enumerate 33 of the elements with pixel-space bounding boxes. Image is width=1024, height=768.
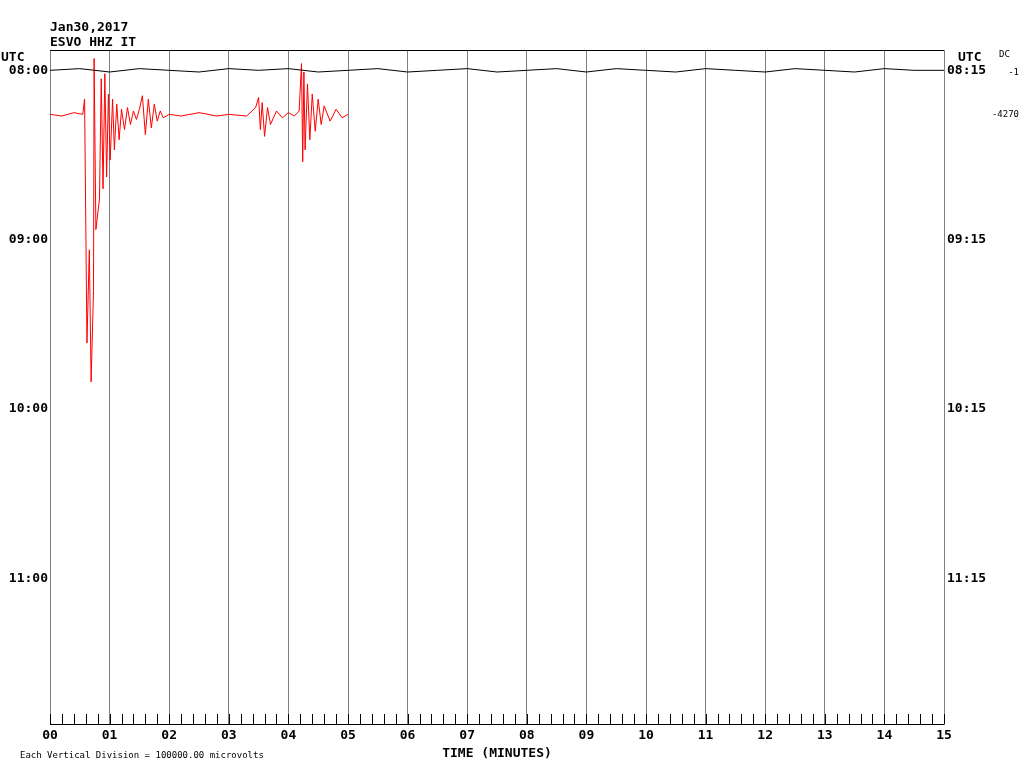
x-tick-label: 13	[816, 727, 833, 743]
y2-tick-label: 11:15	[947, 569, 987, 585]
x-tick-label: 14	[876, 727, 893, 743]
text: -4270	[991, 109, 1019, 119]
x-tick-label: 01	[101, 727, 118, 743]
text: -1	[1008, 67, 1019, 77]
x-tick-label: 04	[280, 727, 297, 743]
x-axis-title: TIME (MINUTES)	[442, 745, 552, 760]
x-tick-label: 06	[399, 727, 416, 743]
x-tick-label: 07	[459, 727, 476, 743]
y-tick-label: 09:00	[8, 231, 49, 247]
text: DC	[999, 49, 1010, 59]
y-tick-label: 11:00	[8, 569, 49, 585]
x-tick-label: 10	[638, 727, 654, 743]
x-tick-label: 00	[42, 727, 58, 743]
chart-title: Jan30,2017	[50, 19, 129, 34]
y2-tick-label: 09:15	[947, 231, 987, 247]
y-tick-label: 08:00	[8, 61, 49, 77]
x-tick-label: 09	[578, 727, 595, 743]
text: Each Vertical Division = 100000.00 microvolts	[20, 750, 264, 760]
chart-subtitle: ESVO HHZ IT	[50, 34, 137, 49]
x-tick-label: 05	[340, 727, 356, 743]
y-tick-label: 10:00	[8, 400, 49, 416]
y2-axis-title: UTC	[958, 49, 982, 64]
x-tick-label: 02	[161, 727, 178, 743]
y2-tick-label: 08:15	[947, 61, 987, 77]
y-axis-title: UTC	[1, 49, 25, 64]
x-tick-label: 12	[757, 727, 774, 743]
x-tick-label: 03	[220, 727, 237, 743]
y2-tick-label: 10:15	[947, 400, 987, 416]
x-tick-label: 08	[518, 727, 535, 743]
x-tick-label: 15	[936, 727, 952, 743]
x-tick-label: 11	[697, 727, 714, 743]
